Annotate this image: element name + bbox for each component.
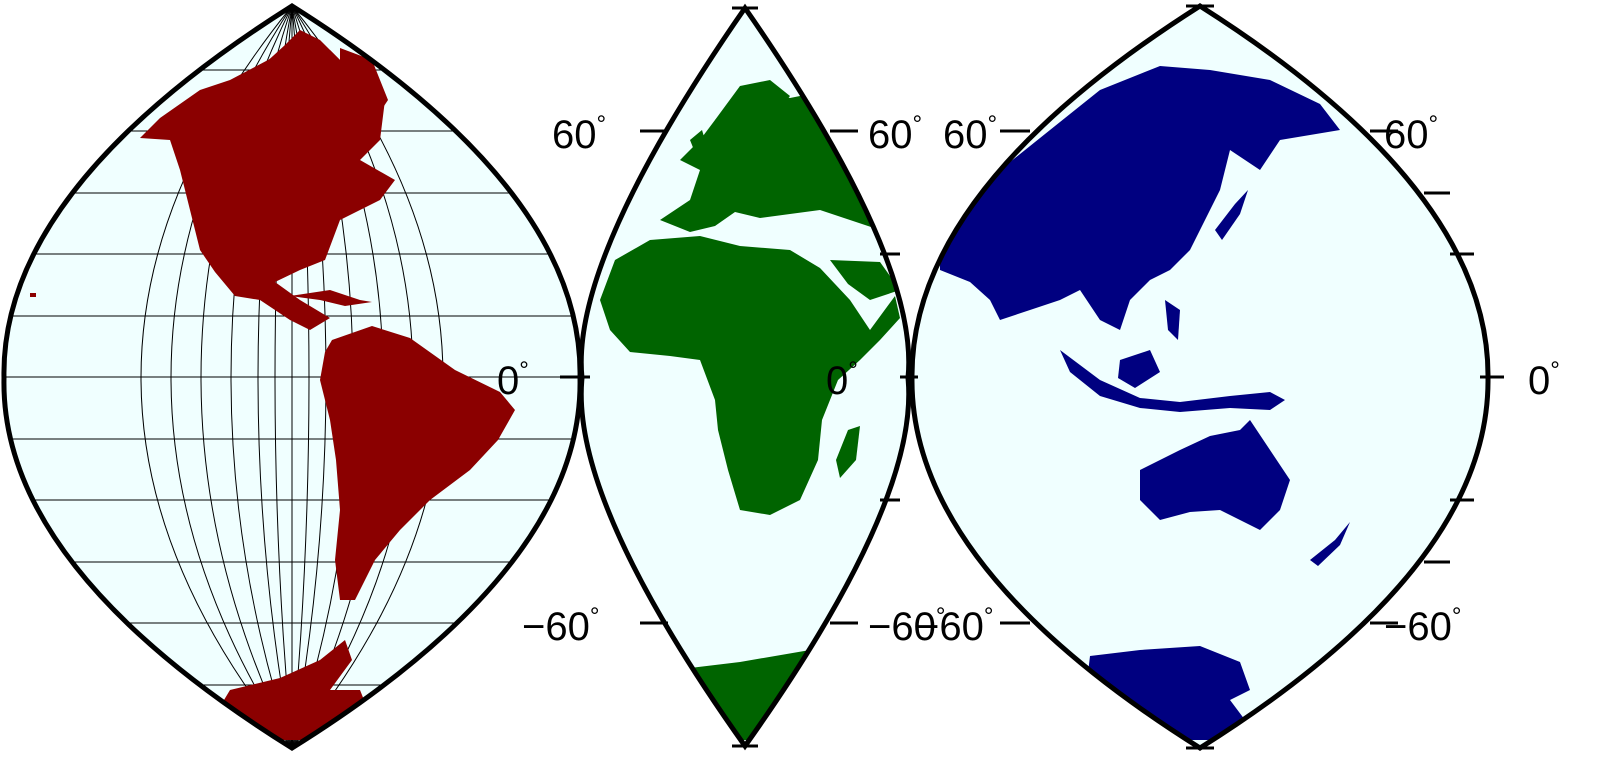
- british-isles: [690, 130, 708, 160]
- madagascar: [836, 426, 860, 478]
- lat-label-map3-left-neg60: −60°: [916, 603, 993, 649]
- land-asia-australia: [940, 66, 1350, 740]
- lat-label-map3-left-60: 60°: [943, 111, 997, 157]
- asia: [940, 66, 1340, 330]
- lat-label-map2-right-0: 0°: [826, 357, 858, 403]
- tick-marks: [560, 4, 1504, 750]
- lat-label-map2-left-neg60: −60°: [522, 603, 599, 649]
- lat-label-map3-right-neg60: −60°: [1384, 603, 1461, 649]
- lat-label-map2-right-60: 60°: [868, 111, 922, 157]
- north-america: [140, 40, 395, 330]
- africa: [600, 236, 900, 515]
- borneo: [1118, 350, 1160, 388]
- japan: [1215, 190, 1248, 240]
- lat-label-map1-right-0: 0°: [497, 357, 529, 403]
- lat-label-map3-right-0: 0°: [1528, 357, 1560, 403]
- arabia: [830, 260, 900, 300]
- greenland: [340, 48, 388, 124]
- australia: [1140, 420, 1290, 530]
- map-europe-africa: [578, 3, 912, 751]
- philippines: [1165, 300, 1180, 340]
- latitude-labels: 0° 60° −60° 60° 0° −60° 60° −60° 60° 0° …: [497, 111, 1560, 649]
- lat-label-map3-right-60: 60°: [1384, 111, 1438, 157]
- caribbean: [290, 290, 372, 306]
- new-zealand: [1310, 522, 1350, 566]
- islands-west: [30, 293, 36, 297]
- map-asia-australia: [909, 3, 1491, 751]
- scandinavia: [715, 80, 790, 150]
- arctic-islands: [262, 30, 340, 92]
- southeast-asia-islands: [1060, 350, 1285, 412]
- south-america: [320, 326, 515, 600]
- lat-label-map2-left-60: 60°: [552, 111, 606, 157]
- lat-label-map2-right-neg60: −60°: [868, 603, 945, 649]
- frame-americas: [1, 3, 583, 751]
